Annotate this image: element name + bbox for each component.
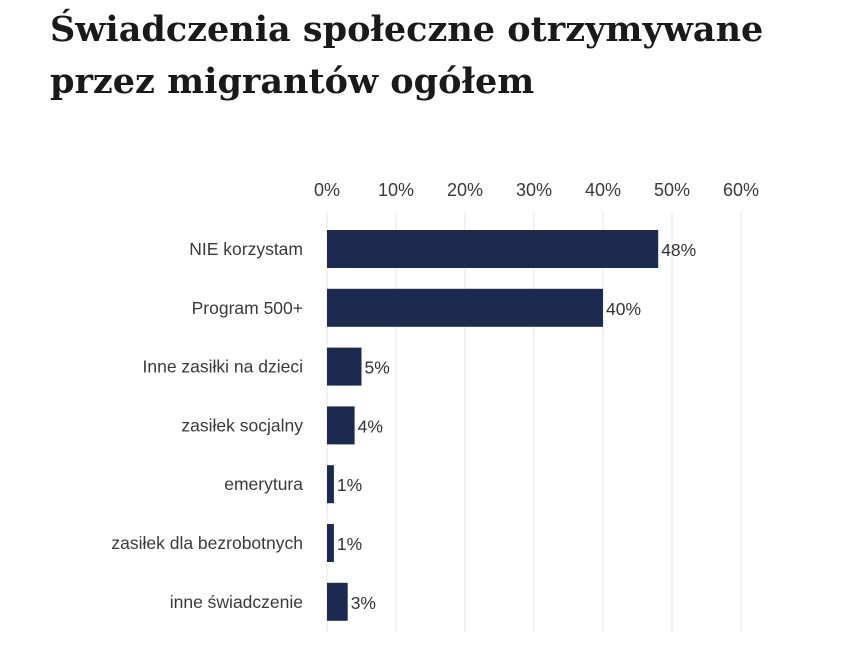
x-axis-ticks: 0% 10% 20% 30% 40% 50% 60% bbox=[314, 180, 759, 200]
bar bbox=[327, 406, 355, 445]
category-label: Program 500+ bbox=[192, 298, 303, 318]
x-tick-label: 60% bbox=[723, 180, 759, 200]
bar bbox=[327, 524, 334, 562]
chart-title-line-1: Świadczenia społeczne otrzymywane bbox=[50, 9, 764, 50]
x-tick-label: 50% bbox=[654, 180, 690, 200]
data-labels: 48% 40% 5% 4% 1% 1% 3% bbox=[337, 240, 696, 613]
data-label: 1% bbox=[337, 534, 362, 554]
bar bbox=[327, 230, 659, 268]
data-label: 5% bbox=[365, 358, 390, 378]
data-label: 3% bbox=[351, 593, 376, 613]
category-labels: NIE korzystam Program 500+ Inne zasiłki na… bbox=[111, 239, 303, 612]
data-label: 4% bbox=[358, 416, 383, 436]
bar bbox=[327, 288, 603, 327]
x-tick-label: 0% bbox=[314, 180, 340, 200]
data-label: 48% bbox=[661, 240, 696, 260]
category-label: zasiłek socjalny bbox=[181, 415, 303, 435]
chart-title-line-2: przez migrantów ogółem bbox=[50, 61, 535, 102]
category-label: emerytura bbox=[224, 474, 303, 494]
x-tick-label: 10% bbox=[378, 180, 414, 200]
category-label: inne świadczenie bbox=[170, 592, 303, 612]
category-label: Inne zasiłki na dzieci bbox=[143, 357, 304, 377]
data-label: 1% bbox=[337, 475, 362, 495]
bar bbox=[327, 347, 362, 386]
chart-title: Świadczenia społeczne otrzymywane przez … bbox=[50, 4, 830, 108]
gridlines bbox=[326, 212, 742, 632]
x-tick-label: 40% bbox=[585, 180, 621, 200]
x-tick-label: 30% bbox=[516, 180, 552, 200]
bars bbox=[327, 230, 659, 621]
x-tick-label: 20% bbox=[447, 180, 483, 200]
category-label: zasiłek dla bezrobotnych bbox=[111, 533, 303, 553]
bar bbox=[327, 465, 334, 504]
data-label: 40% bbox=[606, 299, 641, 319]
category-label: NIE korzystam bbox=[189, 239, 303, 259]
bar bbox=[327, 582, 348, 621]
